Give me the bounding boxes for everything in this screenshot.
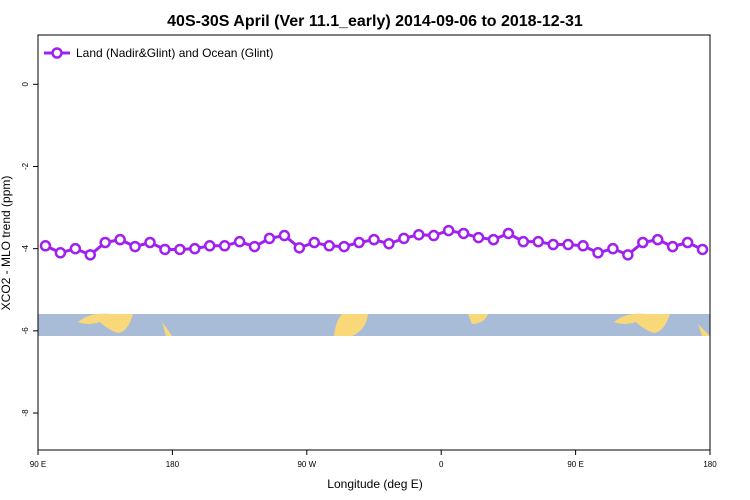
- y-tick-label: -6: [21, 327, 30, 335]
- data-point: [532, 235, 545, 248]
- legend-label: Land (Nadir&Glint) and Ocean (Glint): [76, 46, 273, 60]
- data-point: [383, 237, 395, 250]
- data-point: [308, 236, 321, 249]
- x-axis-label: Longitude (deg E): [327, 477, 422, 491]
- data-point: [502, 227, 515, 240]
- data-point: [651, 233, 664, 246]
- map-strip: [38, 313, 710, 336]
- data-point: [144, 236, 156, 249]
- y-tick-label: 0: [21, 82, 30, 87]
- chart-title: 40S-30S April (Ver 11.1_early) 2014-09-0…: [167, 13, 583, 30]
- data-point: [218, 240, 231, 252]
- y-tick-label: -4: [21, 245, 30, 253]
- data-point: [203, 240, 216, 252]
- data-point: [592, 247, 604, 259]
- data-point: [233, 235, 246, 248]
- data-point: [114, 233, 126, 246]
- data-point: [263, 232, 276, 245]
- data-point: [353, 236, 365, 249]
- data-point: [368, 233, 380, 246]
- data-point: [69, 242, 82, 255]
- data-point: [577, 240, 589, 252]
- legend-marker: [51, 47, 63, 59]
- data-point: [174, 243, 186, 256]
- plot-frame: [37, 34, 711, 451]
- data-point: [293, 242, 306, 254]
- x-tick-label: 90 E: [567, 460, 583, 469]
- data-point: [323, 240, 335, 252]
- y-axis-label: XCO2 - MLO trend (ppm): [0, 176, 13, 311]
- data-point: [129, 240, 141, 253]
- data-point: [562, 238, 574, 251]
- data-point: [413, 228, 425, 241]
- data-point: [607, 242, 619, 255]
- data-point: [99, 236, 111, 249]
- data-point: [457, 227, 470, 240]
- data-point: [338, 240, 350, 253]
- data-point: [278, 229, 291, 242]
- x-tick-label: 180: [166, 460, 180, 469]
- x-tick-label: 90 W: [297, 460, 316, 469]
- data-point: [622, 249, 634, 261]
- y-tick-label: -2: [21, 162, 30, 170]
- data-point: [681, 236, 694, 249]
- data-point: [696, 243, 709, 256]
- data-point: [547, 238, 559, 251]
- data-point: [398, 232, 410, 245]
- data-point: [427, 229, 440, 242]
- data-point: [248, 240, 261, 253]
- x-tick-label: 90 E: [30, 460, 46, 469]
- data-point: [442, 224, 455, 237]
- x-tick-label: 0: [439, 460, 444, 469]
- data-point: [84, 249, 97, 261]
- y-tick-label: -8: [21, 409, 30, 417]
- data-point: [472, 231, 485, 244]
- data-point: [54, 247, 67, 259]
- data-point: [159, 243, 171, 256]
- x-tick-label: 180: [703, 460, 717, 469]
- data-point: [39, 240, 52, 252]
- data-point: [517, 235, 530, 248]
- data-point: [487, 233, 500, 246]
- data-point: [666, 240, 679, 253]
- data-point: [189, 242, 201, 255]
- legend: Land (Nadir&Glint) and Ocean (Glint): [44, 46, 273, 60]
- data-point: [637, 236, 649, 249]
